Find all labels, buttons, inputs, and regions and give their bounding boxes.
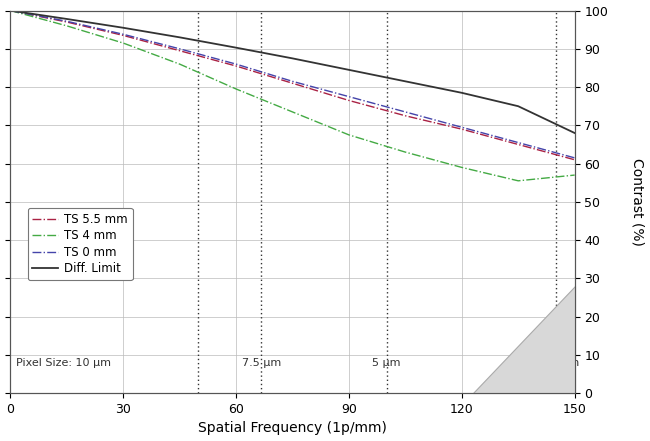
Y-axis label: Contrast (%): Contrast (%) [630, 158, 644, 246]
Polygon shape [473, 286, 575, 393]
Text: 3.45 μm: 3.45 μm [533, 358, 579, 368]
Legend: TS 5.5 mm, TS 4 mm, TS 0 mm, Diff. Limit: TS 5.5 mm, TS 4 mm, TS 0 mm, Diff. Limit [27, 208, 133, 280]
Text: 5 μm: 5 μm [372, 358, 401, 368]
Text: Pixel Size: 10 μm: Pixel Size: 10 μm [16, 358, 111, 368]
Text: 7.5 μm: 7.5 μm [242, 358, 281, 368]
X-axis label: Spatial Frequency (1p/mm): Spatial Frequency (1p/mm) [198, 422, 387, 435]
